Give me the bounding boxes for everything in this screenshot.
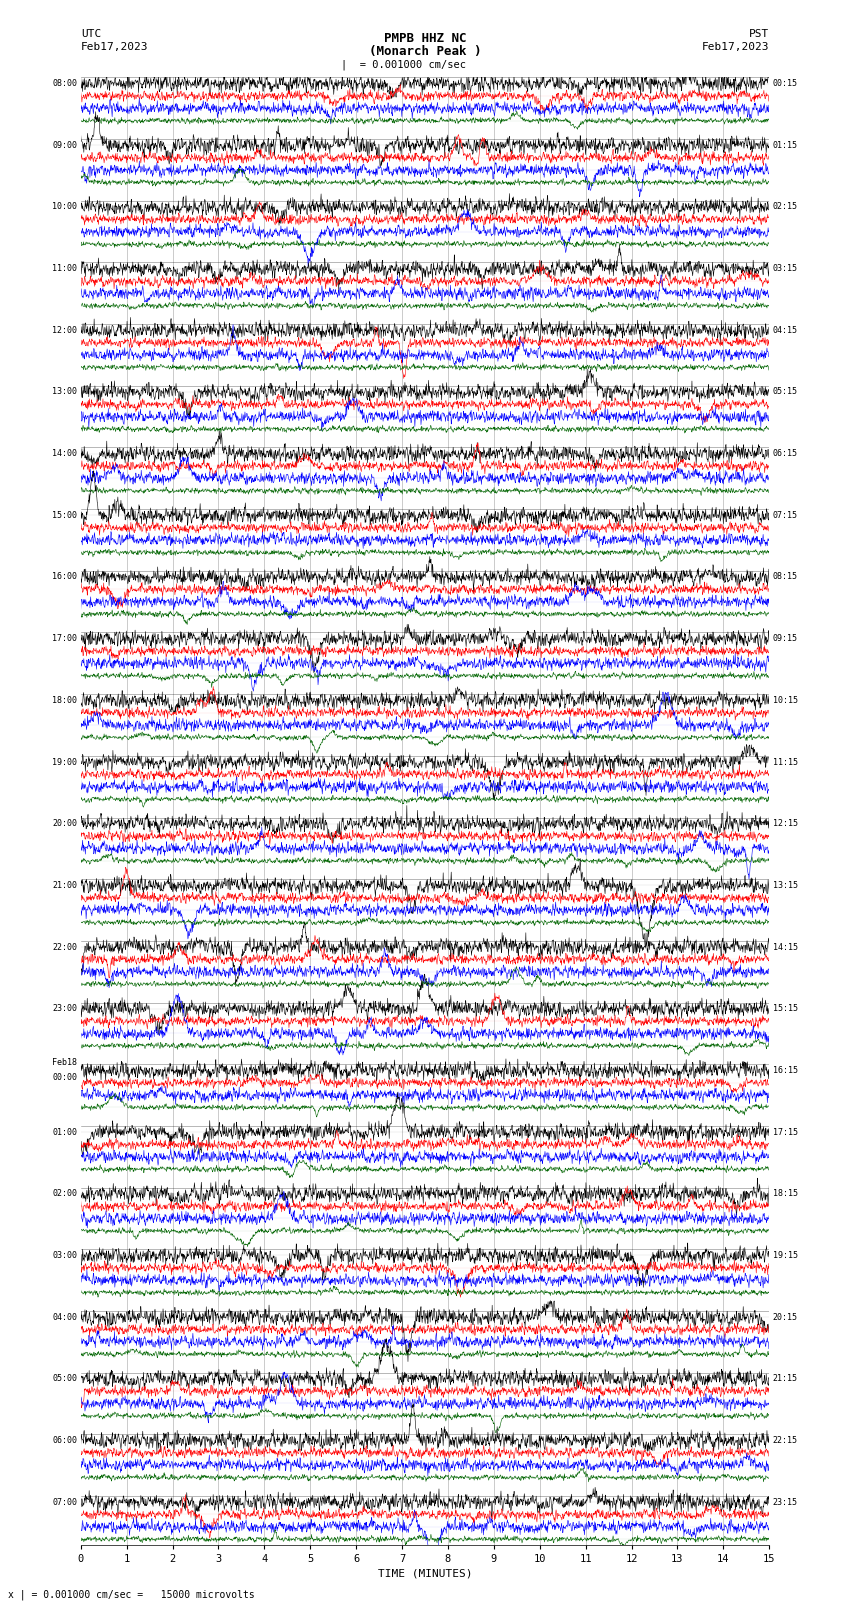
Text: 18:15: 18:15	[773, 1189, 797, 1198]
Text: 02:00: 02:00	[53, 1189, 77, 1198]
Text: 14:15: 14:15	[773, 942, 797, 952]
Text: 17:00: 17:00	[53, 634, 77, 644]
Text: 01:00: 01:00	[53, 1127, 77, 1137]
Text: 09:00: 09:00	[53, 140, 77, 150]
Text: 12:15: 12:15	[773, 819, 797, 827]
Text: 00:00: 00:00	[53, 1073, 77, 1082]
Text: 13:15: 13:15	[773, 881, 797, 890]
Text: 11:00: 11:00	[53, 265, 77, 273]
Text: 15:00: 15:00	[53, 511, 77, 519]
Text: 06:00: 06:00	[53, 1436, 77, 1445]
Text: 22:00: 22:00	[53, 942, 77, 952]
Text: 00:15: 00:15	[773, 79, 797, 89]
Text: 21:15: 21:15	[773, 1374, 797, 1384]
Text: 04:00: 04:00	[53, 1313, 77, 1321]
Text: 06:15: 06:15	[773, 448, 797, 458]
Text: 10:15: 10:15	[773, 695, 797, 705]
Text: Feb18: Feb18	[53, 1058, 77, 1068]
Text: 16:00: 16:00	[53, 573, 77, 581]
Text: 07:00: 07:00	[53, 1497, 77, 1507]
Text: 11:15: 11:15	[773, 758, 797, 766]
Text: Feb17,2023: Feb17,2023	[81, 42, 148, 52]
Text: |  = 0.001000 cm/sec: | = 0.001000 cm/sec	[341, 60, 467, 71]
Text: 13:00: 13:00	[53, 387, 77, 397]
Text: 20:00: 20:00	[53, 819, 77, 827]
Text: 12:00: 12:00	[53, 326, 77, 336]
Text: 09:15: 09:15	[773, 634, 797, 644]
Text: 08:00: 08:00	[53, 79, 77, 89]
Text: 05:00: 05:00	[53, 1374, 77, 1384]
Text: 23:00: 23:00	[53, 1005, 77, 1013]
X-axis label: TIME (MINUTES): TIME (MINUTES)	[377, 1568, 473, 1579]
Text: PMPB HHZ NC: PMPB HHZ NC	[383, 32, 467, 45]
Text: 18:00: 18:00	[53, 695, 77, 705]
Text: 21:00: 21:00	[53, 881, 77, 890]
Text: Feb17,2023: Feb17,2023	[702, 42, 769, 52]
Text: 07:15: 07:15	[773, 511, 797, 519]
Text: 19:15: 19:15	[773, 1252, 797, 1260]
Text: 01:15: 01:15	[773, 140, 797, 150]
Text: PST: PST	[749, 29, 769, 39]
Text: 03:15: 03:15	[773, 265, 797, 273]
Text: 05:15: 05:15	[773, 387, 797, 397]
Text: x | = 0.001000 cm/sec =   15000 microvolts: x | = 0.001000 cm/sec = 15000 microvolts	[8, 1589, 255, 1600]
Text: 16:15: 16:15	[773, 1066, 797, 1074]
Text: 04:15: 04:15	[773, 326, 797, 336]
Text: 22:15: 22:15	[773, 1436, 797, 1445]
Text: 17:15: 17:15	[773, 1127, 797, 1137]
Text: 02:15: 02:15	[773, 203, 797, 211]
Text: 19:00: 19:00	[53, 758, 77, 766]
Text: 23:15: 23:15	[773, 1497, 797, 1507]
Text: 08:15: 08:15	[773, 573, 797, 581]
Text: 10:00: 10:00	[53, 203, 77, 211]
Text: (Monarch Peak ): (Monarch Peak )	[369, 45, 481, 58]
Text: 15:15: 15:15	[773, 1005, 797, 1013]
Text: 03:00: 03:00	[53, 1252, 77, 1260]
Text: 20:15: 20:15	[773, 1313, 797, 1321]
Text: 14:00: 14:00	[53, 448, 77, 458]
Text: UTC: UTC	[81, 29, 101, 39]
